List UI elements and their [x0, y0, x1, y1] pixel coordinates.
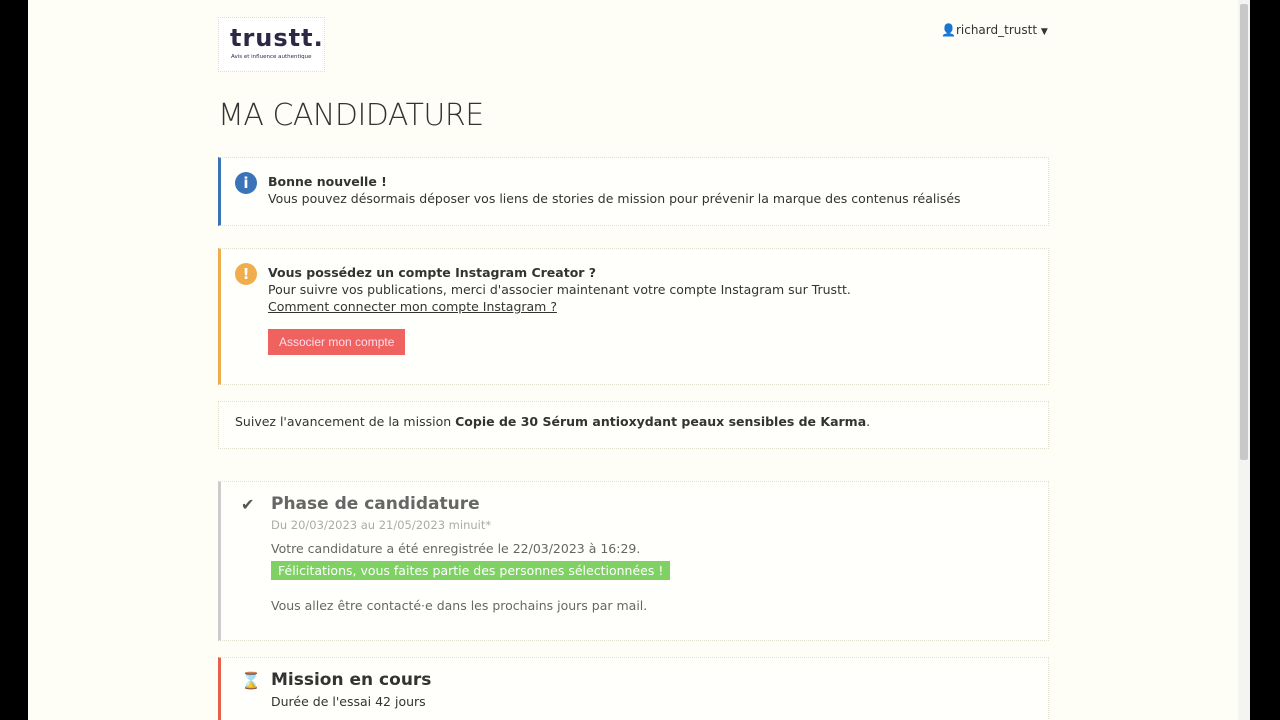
phase-title: Mission en cours [271, 670, 432, 690]
phase-title: Phase de candidature [271, 494, 480, 514]
mission-prefix: Suivez l'avancement de la mission [235, 414, 456, 429]
registration-text: Votre candidature a été enregistrée le 2… [271, 541, 641, 556]
phase-dates: Du 20/03/2023 au 21/05/2023 minuit* [271, 518, 492, 532]
phase-mission: ⌛ Mission en cours Durée de l'essai 42 j… [218, 657, 1049, 720]
logo-text: trustt. [230, 24, 324, 52]
alert-text: Pour suivre vos publications, merci d'as… [268, 282, 851, 297]
mission-suffix: . [866, 414, 871, 429]
logo-tagline: Avis et influence authentique [231, 54, 312, 60]
caret-down-icon: ▼ [1040, 27, 1048, 37]
alert-text: Vous pouvez désormais déposer vos liens … [268, 191, 961, 206]
associate-account-button[interactable]: Associer mon compte [268, 329, 406, 355]
user-icon: 👤 [941, 23, 956, 37]
alert-title: Vous possédez un compte Instagram Creato… [268, 265, 597, 280]
page-title: MA CANDIDATURE [218, 98, 484, 133]
selected-badge: Félicitations, vous faites partie des pe… [271, 561, 671, 580]
mission-box: Suivez l'avancement de la mission Copie … [218, 401, 1049, 449]
mission-name: Copie de 30 Sérum antioxydant peaux sens… [455, 414, 867, 429]
contact-note: Vous allez être contacté·e dans les proc… [271, 598, 648, 613]
exclamation-icon: ! [235, 263, 257, 285]
username: richard_trustt [955, 23, 1038, 37]
instagram-help-link[interactable]: Comment connecter mon compte Instagram ? [268, 299, 557, 314]
hourglass-icon: ⌛ [241, 671, 261, 690]
scrollbar[interactable] [1238, 0, 1250, 720]
instagram-alert: ! Vous possédez un compte Instagram Crea… [218, 248, 1049, 385]
info-icon: i [235, 172, 257, 194]
phase-candidature: ✔ Phase de candidature Du 20/03/2023 au … [218, 481, 1049, 641]
trustt-logo[interactable]: trustt. Avis et influence authentique [218, 17, 325, 72]
info-alert: i Bonne nouvelle ! Vous pouvez désormais… [218, 157, 1049, 226]
phase-duration: Durée de l'essai 42 jours [271, 694, 426, 709]
alert-title: Bonne nouvelle ! [268, 174, 387, 189]
check-icon: ✔ [241, 495, 255, 514]
page: trustt. Avis et influence authentique 👤r… [28, 0, 1250, 720]
scrollbar-thumb[interactable] [1240, 4, 1248, 460]
user-menu[interactable]: 👤richard_trustt ▼ [941, 23, 1048, 37]
